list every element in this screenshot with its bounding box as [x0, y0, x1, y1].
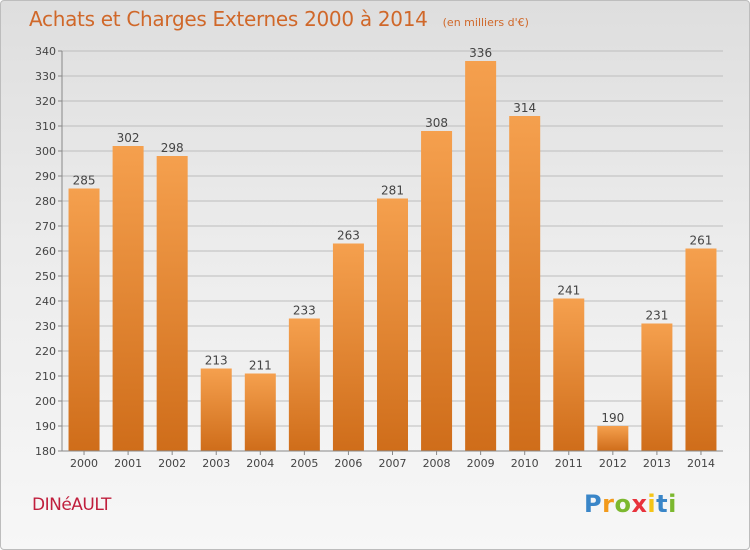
y-tick-label: 270	[35, 220, 56, 233]
y-tick-label: 310	[35, 120, 56, 133]
data-label-2012: 190	[601, 411, 624, 425]
x-tick-label: 2005	[290, 457, 318, 470]
town-name: DINéAULT	[32, 495, 111, 515]
y-tick-label: 240	[35, 295, 56, 308]
y-tick-label: 200	[35, 395, 56, 408]
bar-series: 285 302 298 213 211 233 263 281 308 336 314 241 190 2…	[68, 46, 717, 451]
bar-2010	[509, 116, 541, 451]
title-row: Achats et Charges Externes 2000 à 2014 (…	[29, 7, 529, 31]
bar-2005	[288, 318, 320, 451]
data-label-2001: 302	[117, 131, 140, 145]
y-tick-label: 190	[35, 420, 56, 433]
logo-letter: i	[668, 490, 677, 518]
y-tick-label: 280	[35, 195, 56, 208]
data-label-2010: 314	[513, 101, 536, 115]
data-label-2000: 285	[73, 174, 96, 188]
bar-2008	[421, 131, 453, 451]
proxiti-logo[interactable]: Proxiti	[584, 490, 677, 518]
logo-letter: t	[656, 490, 669, 518]
x-tick-label: 2009	[467, 457, 495, 470]
bar-2001	[112, 146, 144, 451]
bar-2012	[597, 426, 629, 451]
x-tick-label: 2008	[423, 457, 451, 470]
y-tick-label: 290	[35, 170, 56, 183]
y-axis: 180 190 200 210 220 230 240 250 260 270 280 290 300 3…	[35, 45, 63, 458]
logo-letter: r	[602, 490, 615, 518]
x-tick-label: 2002	[158, 457, 186, 470]
x-tick-label: 2012	[599, 457, 627, 470]
bar-2002	[156, 156, 188, 451]
data-label-2009: 336	[469, 46, 492, 60]
data-label-2005: 233	[293, 304, 316, 318]
x-tick-label: 2010	[511, 457, 539, 470]
data-label-2003: 213	[205, 354, 228, 368]
y-tick-label: 320	[35, 95, 56, 108]
bar-2000	[68, 188, 100, 451]
data-label-2008: 308	[425, 116, 448, 130]
y-tick-label: 220	[35, 345, 56, 358]
y-tick-label: 250	[35, 270, 56, 283]
bar-2013	[641, 323, 673, 451]
logo-letter: x	[631, 490, 648, 518]
data-label-2002: 298	[161, 141, 184, 155]
bar-2007	[377, 198, 408, 451]
y-tick-label: 210	[35, 370, 56, 383]
logo-letter: P	[584, 490, 603, 518]
x-tick-label: 2000	[70, 457, 98, 470]
bar-2003	[200, 368, 232, 451]
y-tick-label: 260	[35, 245, 56, 258]
data-label-2007: 281	[381, 184, 404, 198]
chart-title: Achats et Charges Externes 2000 à 2014	[29, 7, 428, 31]
y-tick-label: 330	[35, 70, 56, 83]
logo-letter: i	[647, 490, 657, 518]
x-tick-label: 2003	[202, 457, 230, 470]
bar-2009	[465, 61, 497, 451]
data-label-2011: 241	[557, 284, 580, 298]
x-tick-label: 2014	[687, 457, 715, 470]
y-tick-label: 300	[35, 145, 56, 158]
x-tick-label: 2011	[555, 457, 583, 470]
y-tick-label: 230	[35, 320, 56, 333]
data-label-2013: 231	[645, 309, 668, 323]
logo-letter: o	[614, 490, 632, 518]
y-tick-label: 340	[35, 45, 56, 58]
x-tick-label: 2013	[643, 457, 671, 470]
data-label-2006: 263	[337, 229, 360, 243]
x-tick-label: 2004	[246, 457, 274, 470]
bar-2014	[685, 248, 717, 451]
x-tick-label: 2001	[114, 457, 142, 470]
chart-subtitle: (en milliers d'€)	[442, 16, 529, 29]
y-tick-label: 180	[35, 445, 56, 458]
bar-2006	[332, 243, 364, 451]
bar-2011	[553, 298, 585, 451]
x-tick-label: 2006	[334, 457, 362, 470]
bar-2004	[244, 373, 276, 451]
data-label-2014: 261	[690, 234, 713, 248]
x-tick-label: 2007	[379, 457, 407, 470]
data-label-2004: 211	[249, 359, 272, 373]
x-axis: 2000 2001 2002 2003 2004 2005 2006 2007 2008 2009…	[62, 450, 723, 470]
